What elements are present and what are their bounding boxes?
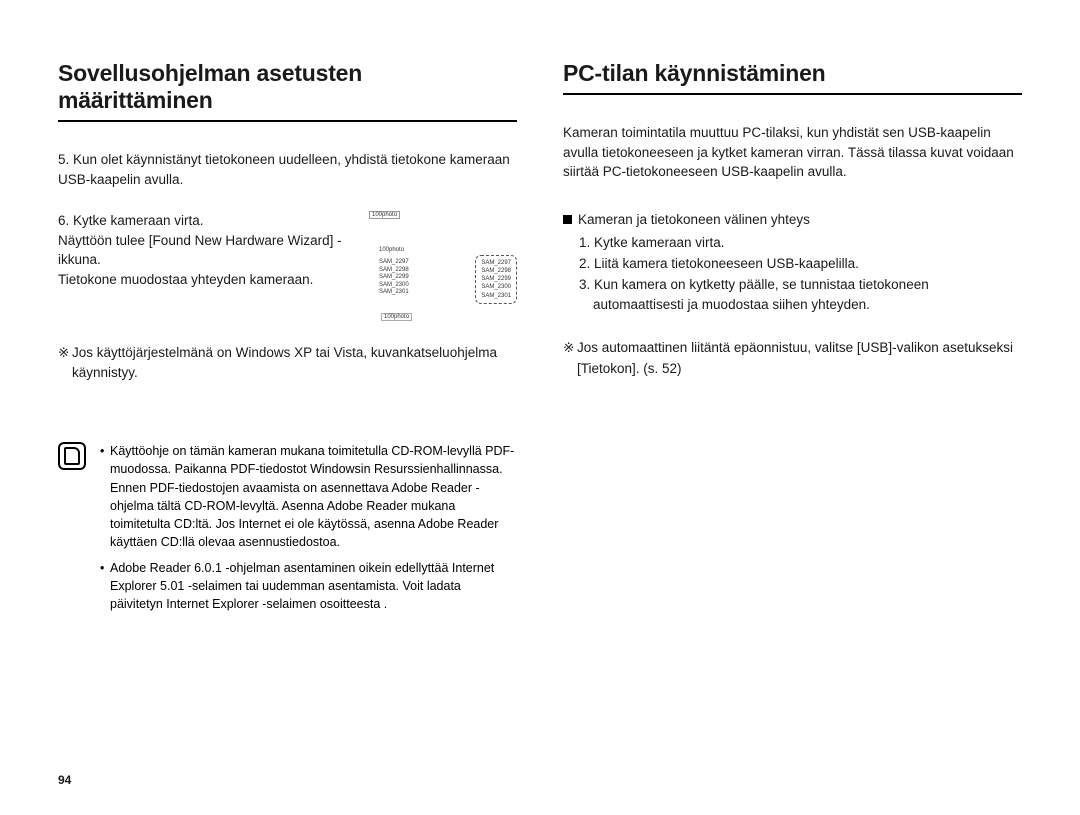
step-6-row: 6. Kytke kameraan virta. Näyttöön tulee … [58,211,517,321]
illus-left-item: SAM_2301 [379,289,409,297]
illus-left-item: SAM_2299 [379,274,409,282]
two-column-layout: Sovellusohjelman asetusten määrittäminen… [58,60,1022,621]
callout-list: Käyttöohje on tämän kameran mukana toimi… [100,442,517,621]
note-icon [58,442,86,470]
illus-tag-mid: 100photo [379,247,404,253]
illus-left-item: SAM_2300 [379,282,409,290]
page-number: 94 [58,773,71,787]
right-step-3: 3. Kun kamera on kytketty päälle, se tun… [579,275,1022,317]
right-sub-heading: Kameran ja tietokoneen välinen yhteys [563,212,1022,227]
right-note: ※Jos automaattinen liitäntä epäonnistuu,… [577,338,1022,379]
sub-heading-text: Kameran ja tietokoneen välinen yhteys [578,212,810,227]
step-5: 5. Kun olet käynnistänyt tietokoneen uud… [58,150,517,189]
right-step-1: 1. Kytke kameraan virta. [579,233,1022,254]
callout-box: Käyttöohje on tämän kameran mukana toimi… [58,442,517,621]
right-column: PC-tilan käynnistäminen Kameran toiminta… [563,60,1022,621]
illus-right-item: SAM_2299 [481,275,511,283]
right-steps-list: 1. Kytke kameraan virta. 2. Liitä kamera… [579,233,1022,317]
illus-right-item: SAM_2300 [481,283,511,291]
file-list-illustration: 100photo 100photo SAM_2297 SAM_2298 SAM_… [369,211,517,321]
left-note-text: Jos käyttöjärjestelmänä on Windows XP ta… [72,345,497,380]
illus-left-item: SAM_2297 [379,259,409,267]
illus-left-item: SAM_2298 [379,267,409,275]
left-note: ※Jos käyttöjärjestelmänä on Windows XP t… [72,343,517,382]
right-intro-text: Kameran toimintatila muuttuu PC-tilaksi,… [563,123,1022,182]
illus-left-list: SAM_2297 SAM_2298 SAM_2299 SAM_2300 SAM_… [379,259,409,297]
square-bullet-icon [563,215,572,224]
note-symbol: ※ [563,338,577,358]
right-step-2: 2. Liitä kamera tietokoneeseen USB-kaape… [579,254,1022,275]
right-section-title: PC-tilan käynnistäminen [563,60,1022,95]
left-column: Sovellusohjelman asetusten määrittäminen… [58,60,517,621]
illus-right-item: SAM_2297 [481,259,511,267]
illus-tag-bottom: 100photo [381,313,412,321]
illus-right-item: SAM_2301 [481,292,511,300]
note-symbol: ※ [58,343,72,363]
callout-item: Adobe Reader 6.0.1 -ohjelman asentaminen… [100,559,517,613]
illus-tag-top: 100photo [369,211,400,219]
left-section-title: Sovellusohjelman asetusten määrittäminen [58,60,517,122]
illus-right-box: SAM_2297 SAM_2298 SAM_2299 SAM_2300 SAM_… [475,255,517,303]
step-6-text: 6. Kytke kameraan virta. Näyttöön tulee … [58,211,351,289]
callout-item: Käyttöohje on tämän kameran mukana toimi… [100,442,517,551]
illus-right-item: SAM_2298 [481,267,511,275]
right-note-text: Jos automaattinen liitäntä epäonnistuu, … [577,340,1013,375]
